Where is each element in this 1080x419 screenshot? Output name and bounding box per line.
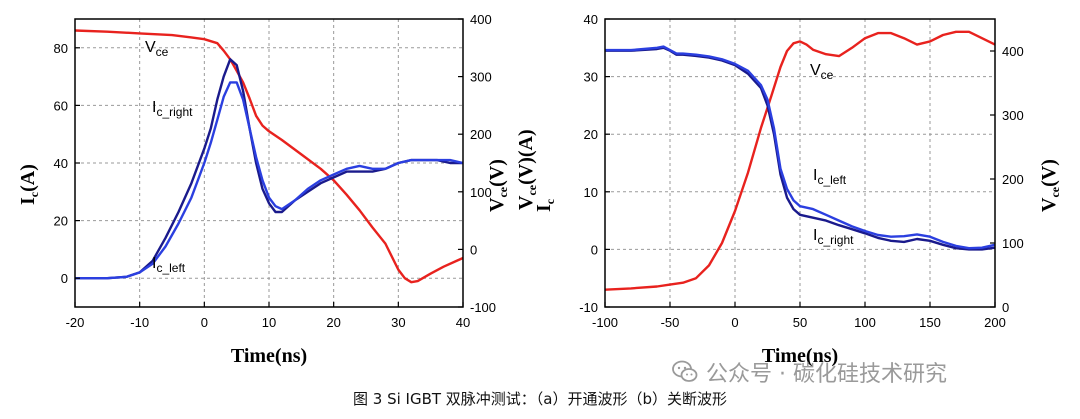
x-tick-label: 10 [262,315,276,330]
y-left-label-main: V [515,195,537,210]
series-annotation-sub: c_left [156,261,185,275]
x-tick-label: 40 [456,315,470,330]
y-right-tick-label: 100 [1002,236,1024,251]
series-annotation-main: I [152,255,156,272]
y-left-tick-label: 30 [584,70,598,85]
series-annotation: Ic_right [813,227,854,247]
figure-caption: 图 3 Si IGBT 双脉冲测试：（a）开通波形（b）关断波形 [352,390,728,408]
y-left-label-main2: I [533,204,555,212]
x-tick-label: 150 [919,315,941,330]
y-right-axis-label: Vce(V) [486,159,510,212]
y-right-tick-label: 200 [1002,172,1024,187]
y-left-axis-label-main: I [17,197,39,205]
series-line-2 [75,81,464,280]
series-annotation-main: I [813,227,817,244]
x-tick-label: -50 [661,315,680,330]
y-right-axis-label-rest: (V) [486,159,508,187]
x-tick-label: 50 [793,315,807,330]
y-right-tick-label: 0 [1002,300,1009,315]
x-tick-label: -10 [130,315,149,330]
y-left-axis-label-sub: c [27,191,41,197]
x-tick-label: -100 [592,315,618,330]
y-left-label-sub: ce [525,184,539,195]
y-left-axis-label: Vce(V)(A) [515,129,539,210]
y-left-tick-label: 40 [54,156,68,171]
y-left-tick-label: 60 [54,98,68,113]
x-axis-label: Time(ns) [762,345,838,367]
series-annotation-sub: c_right [156,105,193,119]
series-annotation-main: V [810,62,821,79]
series-annotation: Ic_right [152,99,193,119]
series-line-0 [74,29,464,284]
y-left-tick-label: 0 [61,271,68,286]
y-right-tick-label: -100 [470,300,496,315]
series-annotation: Vce [810,62,834,82]
y-left-tick-label: 40 [584,12,598,27]
wechat-icon [672,360,698,382]
y-right-tick-label: 400 [1002,44,1024,59]
x-tick-label: 0 [201,315,208,330]
y-right-axis-label-rest: (V) [1038,159,1060,187]
y-right-tick-label: 300 [1002,108,1024,123]
y-left-tick-label: 20 [584,127,598,142]
y-left-tick-label: 0 [591,242,598,257]
y-left-tick-label: -10 [579,300,598,315]
series-line-0 [604,30,996,291]
y-left-label-rest: (V)(A) [515,129,537,185]
y-left-tick-label: 20 [54,214,68,229]
chart-panel-a: -20 -10 0 10 20 30 40020406080-100010020030040… [17,12,510,367]
chart-panel-b: -100 -50 0 50 100 150 200-10010203040010020030… [515,12,1062,367]
series-annotation-main: I [813,167,817,184]
series-annotation-main: I [152,99,156,116]
series-annotation-sub: ce [821,68,834,82]
y-left-axis-label: Ic(A) [17,164,41,205]
series-annotation-sub: c_right [817,233,854,247]
series-annotation-sub: c_left [817,173,846,187]
y-right-tick-label: 100 [470,185,492,200]
series-annotation-sub: ce [156,45,169,59]
y-right-axis-label-main: V [486,197,508,212]
y-right-axis-label-sub: ce [496,186,510,197]
y-right-axis-label-sub: ce [1048,186,1062,197]
y-right-tick-label: 300 [470,70,492,85]
x-tick-label: -20 [66,315,85,330]
y-left-tick-label: 80 [54,41,68,56]
x-tick-label: 100 [854,315,876,330]
x-tick-label: 30 [391,315,405,330]
series-annotation-main: V [145,39,156,56]
y-left-axis-label-rest: (A) [17,164,39,192]
y-left-label-sub2: c [543,198,557,204]
y-right-axis-label: Vce(V) [1038,159,1062,212]
y-right-axis-label-main: V [1038,197,1060,212]
y-left-axis-label-2: Ic [533,198,557,212]
series-annotation: Ic_left [152,255,186,275]
watermark: 公众号 · 碳化硅技术研究 [672,358,947,387]
y-left-tick-label: 10 [584,185,598,200]
series-line-2 [605,45,996,250]
watermark-text: 公众号 · 碳化硅技术研究 [706,362,947,387]
series-annotation: Vce [145,39,169,59]
series-annotation: Ic_left [813,167,847,187]
x-tick-label: 20 [326,315,340,330]
y-right-tick-label: 400 [470,12,492,27]
x-tick-label: 0 [731,315,738,330]
x-tick-label: 200 [984,315,1006,330]
x-axis-label: Time(ns) [231,345,307,367]
y-right-tick-label: 0 [470,242,477,257]
y-right-tick-label: 200 [470,127,492,142]
